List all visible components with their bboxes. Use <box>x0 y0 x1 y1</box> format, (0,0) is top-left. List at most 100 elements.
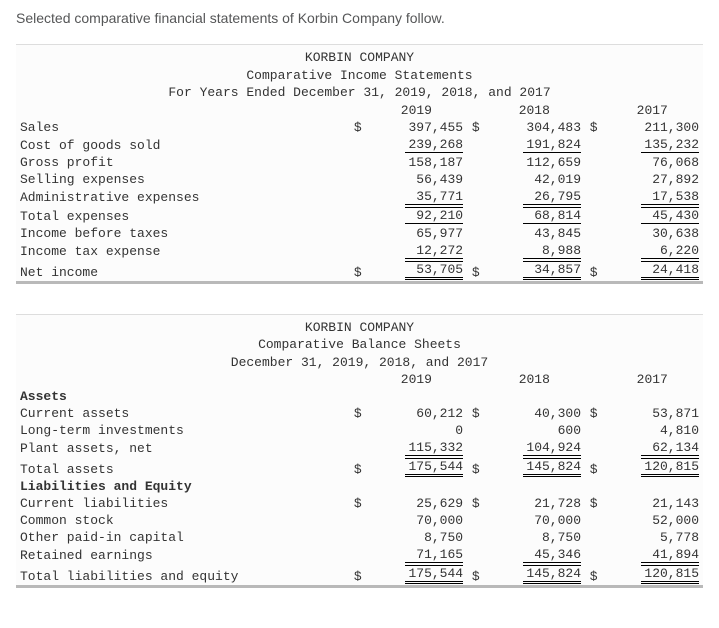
is-title: Comparative Income Statements <box>16 67 703 85</box>
bs-val: 8,750 <box>484 529 585 546</box>
is-period: For Years Ended December 31, 2019, 2018,… <box>16 84 703 102</box>
bs-row: Other paid-in capital8,7508,7505,778 <box>16 529 703 546</box>
is-cur <box>467 242 484 260</box>
bs-val: 52,000 <box>602 512 703 529</box>
bs-val: 70,000 <box>484 512 585 529</box>
bs-val: 45,346 <box>484 546 585 564</box>
is-val: 65,977 <box>366 225 467 242</box>
is-val: 135,232 <box>602 136 703 154</box>
bs-val: 120,815 <box>602 457 703 478</box>
bs-cur: $ <box>585 405 602 422</box>
bs-period: December 31, 2019, 2018, and 2017 <box>16 354 703 372</box>
is-val: 397,455 <box>366 119 467 136</box>
is-val: 8,988 <box>484 242 585 260</box>
is-row: Cost of goods sold239,268191,824135,232 <box>16 136 703 154</box>
bs-val: 60,212 <box>366 405 467 422</box>
balance-sheet-header: KORBIN COMPANY Comparative Balance Sheet… <box>16 315 703 372</box>
bs-val: 53,871 <box>602 405 703 422</box>
is-cur: $ <box>585 260 602 281</box>
bs-row: Common stock70,00070,00052,000 <box>16 512 703 529</box>
bs-val: 71,165 <box>366 546 467 564</box>
is-val: 27,892 <box>602 171 703 188</box>
is-cur <box>349 225 366 242</box>
bs-label: Current liabilities <box>16 495 349 512</box>
bs-val: 175,544 <box>366 457 467 478</box>
bs-cur <box>467 439 484 457</box>
bs-cur <box>349 422 366 439</box>
is-val: 26,795 <box>484 188 585 206</box>
bs-company: KORBIN COMPANY <box>16 319 703 337</box>
is-cur <box>467 188 484 206</box>
bs-cur <box>467 546 484 564</box>
is-year-row: 2019 2018 2017 <box>16 102 703 119</box>
bs-year-row: 2019 2018 2017 <box>16 371 703 388</box>
is-cur <box>585 154 602 171</box>
is-row: Selling expenses56,43942,01927,892 <box>16 171 703 188</box>
bs-year-2: 2018 <box>484 371 585 388</box>
is-year-3: 2017 <box>602 102 703 119</box>
is-cur <box>585 225 602 242</box>
bs-row: Plant assets, net115,332104,92462,134 <box>16 439 703 457</box>
is-label: Net income <box>16 260 349 281</box>
bs-label: Other paid-in capital <box>16 529 349 546</box>
bs-val: 21,143 <box>602 495 703 512</box>
bs-label: Long-term investments <box>16 422 349 439</box>
bs-val: 25,629 <box>366 495 467 512</box>
is-cur <box>467 136 484 154</box>
bs-cur: $ <box>585 457 602 478</box>
income-statement-header: KORBIN COMPANY Comparative Income Statem… <box>16 45 703 102</box>
bs-val: 40,300 <box>484 405 585 422</box>
bs-row: Assets <box>16 388 703 405</box>
is-cur <box>349 242 366 260</box>
is-cur: $ <box>585 119 602 136</box>
bs-val: 600 <box>484 422 585 439</box>
income-statement-table: 2019 2018 2017 Sales$397,455$304,483$211… <box>16 102 703 281</box>
bs-label: Total assets <box>16 457 349 478</box>
bs-val: 41,894 <box>602 546 703 564</box>
bs-cur: $ <box>467 564 484 585</box>
is-cur <box>349 154 366 171</box>
bs-cur <box>585 529 602 546</box>
is-cur <box>467 225 484 242</box>
is-cur <box>467 171 484 188</box>
is-val: 24,418 <box>602 260 703 281</box>
bs-cur: $ <box>349 457 366 478</box>
is-val: 30,638 <box>602 225 703 242</box>
is-val: 191,824 <box>484 136 585 154</box>
is-val: 158,187 <box>366 154 467 171</box>
is-cur <box>349 188 366 206</box>
is-label: Administrative expenses <box>16 188 349 206</box>
is-val: 34,857 <box>484 260 585 281</box>
bs-cur <box>585 422 602 439</box>
bs-cur <box>349 512 366 529</box>
is-val: 42,019 <box>484 171 585 188</box>
bs-cur <box>349 439 366 457</box>
bs-cur <box>585 546 602 564</box>
is-val: 43,845 <box>484 225 585 242</box>
intro-text: Selected comparative financial statement… <box>16 10 703 26</box>
is-cur: $ <box>467 260 484 281</box>
is-val: 211,300 <box>602 119 703 136</box>
is-val: 53,705 <box>366 260 467 281</box>
balance-sheet-table: 2019 2018 2017 AssetsCurrent assets$60,2… <box>16 371 703 585</box>
is-val: 35,771 <box>366 188 467 206</box>
is-cur <box>349 206 366 225</box>
bs-row: Current liabilities$25,629$21,728$21,143 <box>16 495 703 512</box>
is-row: Gross profit158,187112,65976,068 <box>16 154 703 171</box>
bs-cur <box>585 512 602 529</box>
bs-cur <box>349 529 366 546</box>
bs-year-1: 2019 <box>366 371 467 388</box>
is-cur <box>349 136 366 154</box>
is-val: 12,272 <box>366 242 467 260</box>
is-val: 68,814 <box>484 206 585 225</box>
bs-cur: $ <box>585 564 602 585</box>
is-row: Total expenses92,21068,81445,430 <box>16 206 703 225</box>
bs-cur <box>585 439 602 457</box>
is-cur <box>585 136 602 154</box>
is-row: Net income$53,705$34,857$24,418 <box>16 260 703 281</box>
bs-label: Total liabilities and equity <box>16 564 349 585</box>
bs-val: 145,824 <box>484 457 585 478</box>
is-cur: $ <box>349 260 366 281</box>
bs-val: 70,000 <box>366 512 467 529</box>
bs-val: 0 <box>366 422 467 439</box>
